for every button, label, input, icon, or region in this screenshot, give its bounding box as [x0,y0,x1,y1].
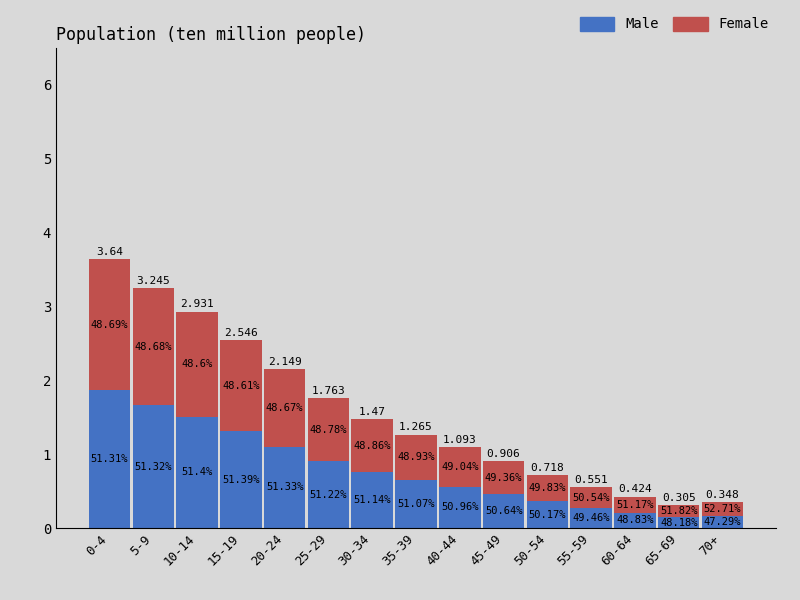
Bar [176,311,218,417]
Text: 51.17%: 51.17% [616,500,654,510]
Text: 3.64: 3.64 [96,247,123,257]
Text: 1.265: 1.265 [399,422,433,433]
Bar [614,513,656,528]
Bar [702,502,743,516]
Text: 2.149: 2.149 [268,357,302,367]
Text: 48.18%: 48.18% [660,518,698,527]
Text: 1.47: 1.47 [358,407,386,417]
Text: 47.29%: 47.29% [704,517,742,527]
Text: 48.83%: 48.83% [616,515,654,526]
Bar [264,446,306,528]
Text: 0.424: 0.424 [618,484,652,494]
Bar [614,497,656,513]
Bar [658,505,699,517]
Text: 48.93%: 48.93% [398,452,434,463]
Text: 48.6%: 48.6% [182,359,213,369]
Text: 51.32%: 51.32% [134,461,172,472]
Text: 0.348: 0.348 [706,490,739,500]
Bar [658,517,699,528]
Bar [351,419,393,472]
Text: 51.39%: 51.39% [222,475,260,485]
Text: 49.83%: 49.83% [529,483,566,493]
Text: 2.931: 2.931 [180,299,214,310]
Text: 51.4%: 51.4% [182,467,213,478]
Bar [526,475,568,502]
Text: 50.54%: 50.54% [572,493,610,503]
Bar [133,405,174,528]
Text: 2.546: 2.546 [224,328,258,338]
Bar [526,502,568,528]
Text: Population (ten million people): Population (ten million people) [56,26,366,44]
Text: 51.82%: 51.82% [660,506,698,517]
Bar [482,494,524,528]
Bar [395,434,437,480]
Text: 0.906: 0.906 [486,449,521,459]
Bar [439,487,481,528]
Text: 1.763: 1.763 [311,386,346,395]
Text: 3.245: 3.245 [137,276,170,286]
Text: 48.78%: 48.78% [310,425,347,434]
Text: 51.14%: 51.14% [354,495,391,505]
Bar [89,259,130,390]
Bar [439,447,481,487]
Text: 0.551: 0.551 [574,475,608,485]
Text: 48.68%: 48.68% [134,341,172,352]
Text: 51.07%: 51.07% [398,499,434,509]
Text: 48.61%: 48.61% [222,380,260,391]
Bar [570,508,612,528]
Text: 49.04%: 49.04% [441,462,478,472]
Bar [220,340,262,431]
Bar [395,480,437,528]
Bar [308,461,350,528]
Text: 0.305: 0.305 [662,493,695,503]
Text: 50.64%: 50.64% [485,506,522,516]
Bar [482,461,524,494]
Text: 49.46%: 49.46% [572,513,610,523]
Bar [220,431,262,528]
Legend: Male, Female: Male, Female [580,17,769,31]
Text: 50.17%: 50.17% [529,509,566,520]
Bar [308,398,350,461]
Text: 51.22%: 51.22% [310,490,347,500]
Bar [89,390,130,528]
Text: 48.67%: 48.67% [266,403,303,413]
Text: 48.86%: 48.86% [354,441,391,451]
Text: 50.96%: 50.96% [441,502,478,512]
Text: 1.093: 1.093 [443,435,477,445]
Text: 49.36%: 49.36% [485,473,522,482]
Bar [176,417,218,528]
Bar [351,472,393,528]
Text: 51.33%: 51.33% [266,482,303,492]
Text: 0.718: 0.718 [530,463,564,473]
Bar [133,289,174,405]
Bar [264,370,306,446]
Text: 52.71%: 52.71% [704,504,742,514]
Bar [570,487,612,508]
Text: 48.69%: 48.69% [90,320,128,329]
Text: 51.31%: 51.31% [90,454,128,464]
Bar [702,516,743,528]
